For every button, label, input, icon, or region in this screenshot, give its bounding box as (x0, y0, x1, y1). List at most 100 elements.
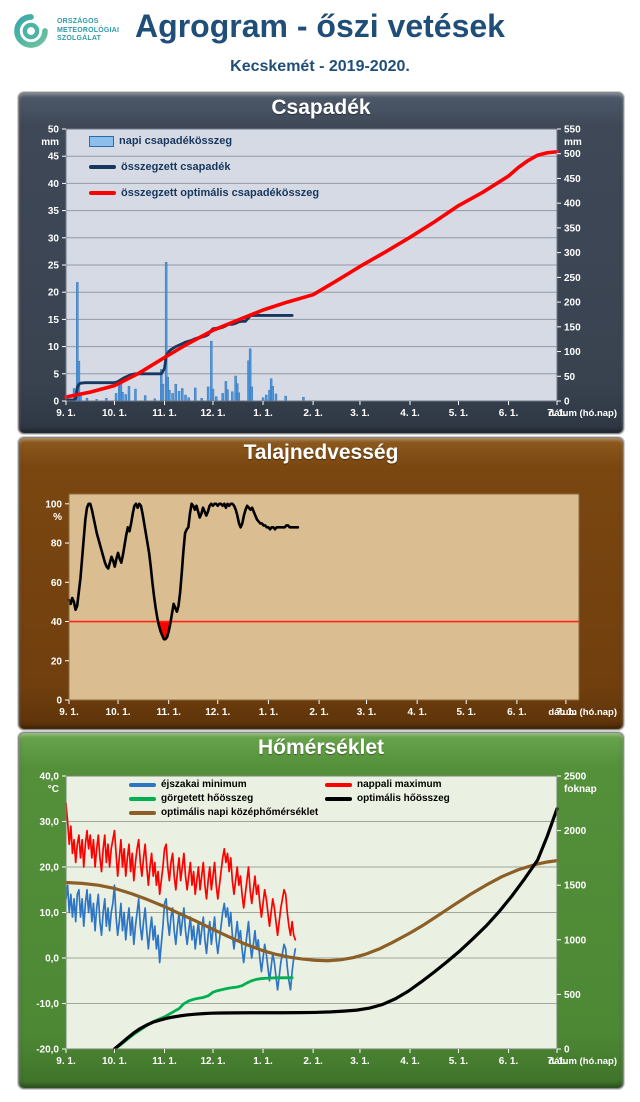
svg-text:4. 1.: 4. 1. (407, 707, 427, 718)
legend-optimal-precip: összegzett optimális csapadékösszeg (89, 187, 319, 199)
soil-moisture-chart: 100 80 60 40 20 0% 9. 1. 10. 1. 11. 1. 12. 1. 1. 1… (45, 493, 617, 718)
svg-text:500: 500 (564, 149, 581, 160)
svg-text:1. 1.: 1. 1. (253, 1056, 273, 1067)
svg-text:2. 1.: 2. 1. (303, 408, 323, 419)
svg-text:mm: mm (41, 137, 59, 148)
svg-text:40: 40 (51, 617, 63, 628)
svg-text:9. 1.: 9. 1. (56, 1056, 76, 1067)
svg-text:5. 1.: 5. 1. (449, 408, 469, 419)
svg-text:40: 40 (48, 179, 60, 190)
omsz-logo-text: ORSZÁGOS METEOROLÓGIAI SZOLGÁLAT (57, 18, 119, 44)
svg-text:100: 100 (45, 499, 62, 510)
svg-text:3. 1.: 3. 1. (350, 408, 370, 419)
temperature-title: Hőmérséklet (257, 736, 385, 759)
svg-text:dátum (hó.nap): dátum (hó.nap) (548, 707, 617, 718)
page-subtitle: Kecskemét - 2019-2020. (230, 58, 410, 75)
svg-text:10. 1.: 10. 1. (102, 408, 127, 419)
logo-line-1: ORSZÁGOS (57, 17, 99, 25)
legend-label: optimális napi középhőmérséklet (161, 807, 319, 818)
svg-text:mm: mm (564, 137, 582, 148)
svg-text:0,0: 0,0 (45, 954, 59, 965)
logo-line-2: METEOROLÓGIAI (57, 26, 120, 34)
svg-text:60: 60 (51, 578, 63, 589)
omsz-logo: ORSZÁGOS METEOROLÓGIAI SZOLGÁLAT (10, 10, 119, 52)
rolling-heatsum-swatch-icon (129, 796, 156, 801)
svg-text:3. 1.: 3. 1. (357, 707, 377, 718)
svg-text:20: 20 (48, 288, 60, 299)
svg-text:dátum (hó.nap): dátum (hó.nap) (548, 408, 617, 419)
optimal-daily-mean-swatch-icon (129, 810, 156, 815)
daily-precip-swatch-icon (89, 135, 114, 147)
logo-line-3: SZOLGÁLAT (57, 35, 102, 43)
svg-text:10: 10 (48, 342, 60, 353)
optimal-heatsum-swatch-icon (325, 796, 352, 801)
svg-text:35: 35 (48, 206, 60, 217)
legend-label: görgetett hőösszeg (161, 793, 254, 804)
precipitation-title: Csapadék (271, 96, 371, 119)
legend-optimal-daily-mean: optimális napi középhőmérséklet (129, 807, 325, 818)
precipitation-panel: 50 45 40 35 30 25 20 15 10 5 0 mm 550 500 450 400 350 300… (18, 92, 624, 434)
optimal-precip-swatch-icon (89, 191, 116, 195)
omsz-swirl-icon (14, 14, 48, 48)
svg-text:50: 50 (48, 125, 60, 136)
svg-text:30: 30 (48, 233, 60, 244)
svg-text:3. 1.: 3. 1. (350, 1056, 370, 1067)
svg-text:4. 1.: 4. 1. (400, 408, 420, 419)
precipitation-legend: napi csapadékösszeg összegzett csapadék … (89, 135, 319, 213)
svg-text:100: 100 (564, 347, 581, 358)
legend-rolling-heatsum: görgetett hőösszeg (129, 793, 325, 804)
night-min-swatch-icon (129, 782, 156, 787)
svg-text:40,0: 40,0 (40, 772, 60, 783)
svg-text:200: 200 (564, 298, 581, 309)
temperature-chart: 40,0 30,0 20,0 10,0 0,0 -10,0 -20,0 °C 2500 2000 1… (36, 772, 617, 1068)
svg-text:2000: 2000 (564, 826, 587, 837)
svg-text:10. 1.: 10. 1. (102, 1056, 127, 1067)
svg-text:5. 1.: 5. 1. (449, 1056, 469, 1067)
svg-text:5: 5 (53, 369, 59, 380)
svg-text:10. 1.: 10. 1. (106, 707, 131, 718)
svg-text:6. 1.: 6. 1. (499, 1056, 519, 1067)
svg-text:-10,0: -10,0 (36, 999, 59, 1010)
svg-text:7. 1.: 7. 1. (547, 408, 567, 419)
svg-text:25: 25 (48, 261, 60, 272)
legend-label: nappali maximum (357, 779, 442, 790)
svg-text:12. 1.: 12. 1. (200, 1056, 225, 1067)
svg-text:11. 1.: 11. 1. (156, 707, 181, 718)
svg-text:9. 1.: 9. 1. (56, 408, 76, 419)
svg-text:12. 1.: 12. 1. (200, 408, 225, 419)
svg-text:foknap: foknap (564, 784, 597, 795)
svg-text:7. 1.: 7. 1. (556, 707, 576, 718)
legend-label: összegzett csapadék (121, 161, 231, 173)
svg-text:450: 450 (564, 174, 581, 185)
svg-text:7. 1.: 7. 1. (547, 1056, 567, 1067)
header: ORSZÁGOS METEOROLÓGIAI SZOLGÁLAT Agrogra… (0, 0, 640, 92)
legend-cumulative-precip: összegzett csapadék (89, 161, 319, 173)
svg-text:1. 1.: 1. 1. (253, 408, 273, 419)
svg-text:20: 20 (51, 656, 63, 667)
svg-text:45: 45 (48, 152, 60, 163)
svg-text:300: 300 (564, 248, 581, 259)
svg-text:6. 1.: 6. 1. (507, 707, 527, 718)
svg-text:1500: 1500 (564, 881, 587, 892)
svg-text:50: 50 (564, 372, 576, 383)
svg-text:6. 1.: 6. 1. (499, 408, 519, 419)
svg-text:%: % (53, 512, 62, 523)
svg-text:12. 1.: 12. 1. (205, 707, 230, 718)
svg-text:20,0: 20,0 (40, 863, 60, 874)
svg-text:250: 250 (564, 273, 581, 284)
svg-text:2500: 2500 (564, 772, 587, 783)
svg-text:1000: 1000 (564, 935, 587, 946)
svg-text:550: 550 (564, 125, 581, 136)
temperature-legend: éjszakai minimum nappali maximum görgete… (129, 779, 450, 818)
svg-text:80: 80 (51, 539, 63, 550)
svg-text:dátum (hó.nap): dátum (hó.nap) (548, 1056, 617, 1067)
svg-text:400: 400 (564, 199, 581, 210)
svg-text:9. 1.: 9. 1. (59, 707, 79, 718)
legend-day-max: nappali maximum (325, 779, 450, 790)
svg-text:2. 1.: 2. 1. (303, 1056, 323, 1067)
svg-text:15: 15 (48, 315, 60, 326)
svg-text:0: 0 (53, 397, 59, 408)
temperature-panel: 40,0 30,0 20,0 10,0 0,0 -10,0 -20,0 °C 2500 2000 1… (18, 732, 624, 1089)
svg-text:30,0: 30,0 (40, 817, 60, 828)
svg-text:11. 1.: 11. 1. (152, 1056, 177, 1067)
